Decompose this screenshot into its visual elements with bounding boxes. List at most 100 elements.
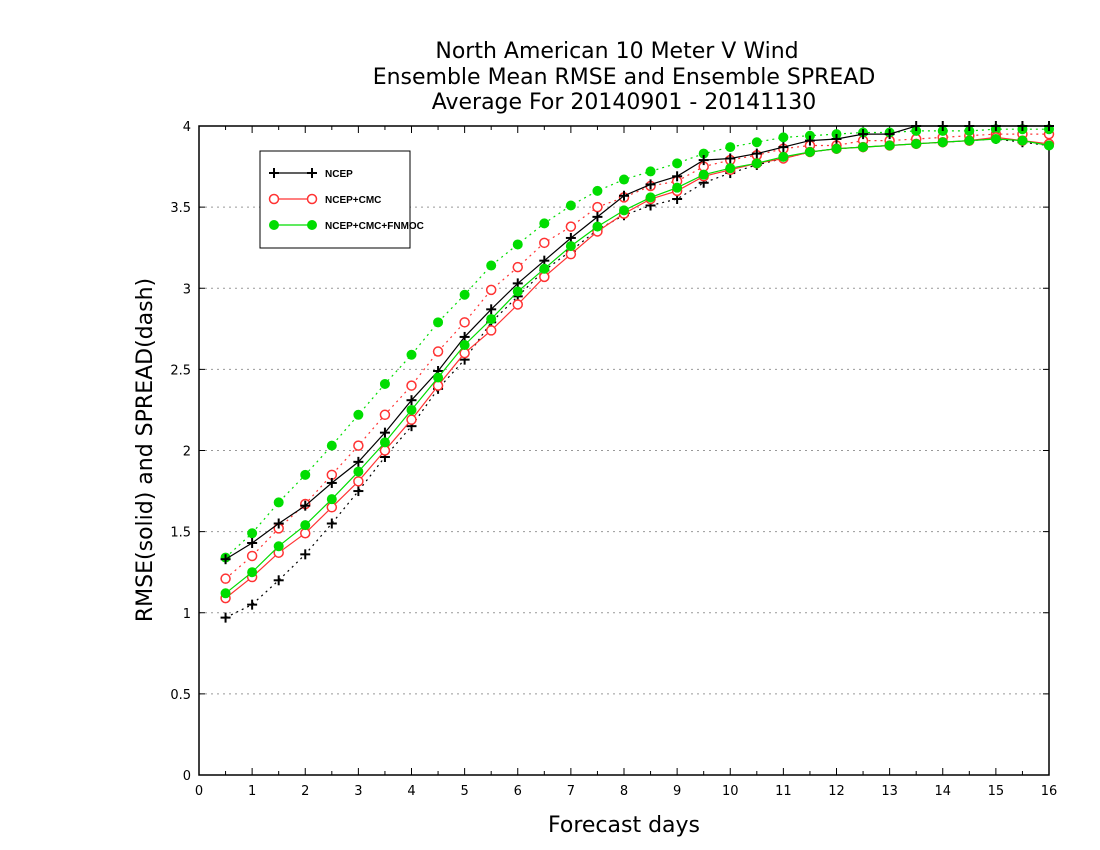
rmse-point [884,140,895,151]
chart-title: North American 10 Meter V Wind Ensemble … [373,39,876,115]
spread-point [326,440,337,451]
spread-point [619,174,629,185]
spread-point [592,185,603,196]
rmse-point [672,182,683,193]
rmse-point [911,138,922,149]
rmse-point [326,494,337,505]
rmse-point [326,477,337,488]
rmse-point [619,190,629,201]
rmse-point [273,541,284,552]
rmse-point [353,456,364,467]
rmse-point [645,192,656,203]
y-tick-label: 3.5 [170,201,191,216]
rmse-line [225,125,1049,560]
rmse-point [406,395,417,406]
spread-point [778,132,789,143]
rmse-point [459,340,470,351]
y-tick-label: 2.5 [170,363,191,378]
spread-point [273,497,284,508]
spread-point [353,440,364,451]
spread-point [539,237,550,249]
x-tick-label: 0 [195,784,203,799]
rmse-point [964,121,975,131]
rmse-point [300,520,311,531]
spread-point [300,469,311,480]
spread-point [406,380,417,391]
legend-entry: NCEP+CMC [268,193,381,206]
rmse-point [990,133,1001,144]
series-layer [220,121,1055,623]
rmse-point [884,129,895,140]
x-tick-label: 12 [828,784,845,799]
spread-point [220,612,231,623]
rmse-point [725,153,736,164]
rmse-point [539,263,550,274]
y-tick-label: 0.5 [170,688,191,703]
spread-point [246,550,258,562]
legend-marker [268,193,280,205]
x-tick-label: 5 [460,784,468,799]
rmse-point [751,148,762,159]
spread-point [353,409,364,420]
rmse-point [353,466,364,477]
legend-label: NCEP [325,169,353,180]
rmse-point [1017,135,1028,146]
rmse-point [804,135,815,146]
rmse-point [831,133,842,144]
legend-items: NCEP NCEP+CMC NCEP+CMC+FNMOC [268,168,424,232]
rmse-point [937,121,948,131]
rmse-point [247,567,258,578]
spread-point [379,409,391,421]
y-tick-label: 4 [183,120,191,135]
y-tick-label: 1.5 [170,526,191,541]
rmse-point [778,142,789,153]
rmse-point [804,146,815,157]
legend-label: NCEP+CMC [325,195,381,206]
legend-marker [269,220,279,230]
rmse-point [990,121,1001,131]
rmse-point [751,158,762,169]
rmse-point [645,179,656,190]
rmse-point [937,137,948,148]
rmse-point [512,286,523,297]
x-tick-label: 14 [934,784,951,799]
spread-point [326,518,337,529]
title-line-3: Average For 20140901 - 20141130 [432,90,817,115]
legend-marker [306,193,318,205]
spread-point [433,317,444,328]
rmse-point [406,404,417,415]
spread-point [247,599,258,610]
x-tick-label: 6 [514,784,522,799]
rmse-point [565,241,576,252]
spread-point [273,575,284,586]
spread-point [432,346,444,357]
y-tick-label: 2 [183,445,191,460]
legend-entry: NCEP [269,168,353,180]
spread-point [379,378,390,389]
rmse-point [778,151,789,162]
spread-point [592,201,603,213]
spread-point [353,486,364,497]
x-tick-label: 4 [407,784,415,799]
y-tick-label: 0 [183,769,191,784]
spread-point [751,137,762,148]
spread-point [539,218,550,229]
legend-entry: NCEP+CMC+FNMOC [269,220,424,232]
rmse-point [406,414,417,425]
rmse-point [273,518,284,529]
series-2-rmse [220,133,1054,599]
rmse-point [300,500,311,511]
rmse-point [1044,121,1054,131]
rmse-point [486,304,497,315]
rmse-point [512,299,523,310]
x-tick-label: 8 [620,784,628,799]
y-tick-label: 1 [183,607,191,622]
legend-marker [307,168,317,178]
title-line-1: North American 10 Meter V Wind [435,39,798,64]
title-line-2: Ensemble Mean RMSE and Ensemble SPREAD [373,65,876,90]
gridlines [199,206,1049,695]
rmse-point [911,121,922,131]
legend-label: NCEP+CMC+FNMOC [325,221,424,232]
rmse-point [858,129,869,140]
